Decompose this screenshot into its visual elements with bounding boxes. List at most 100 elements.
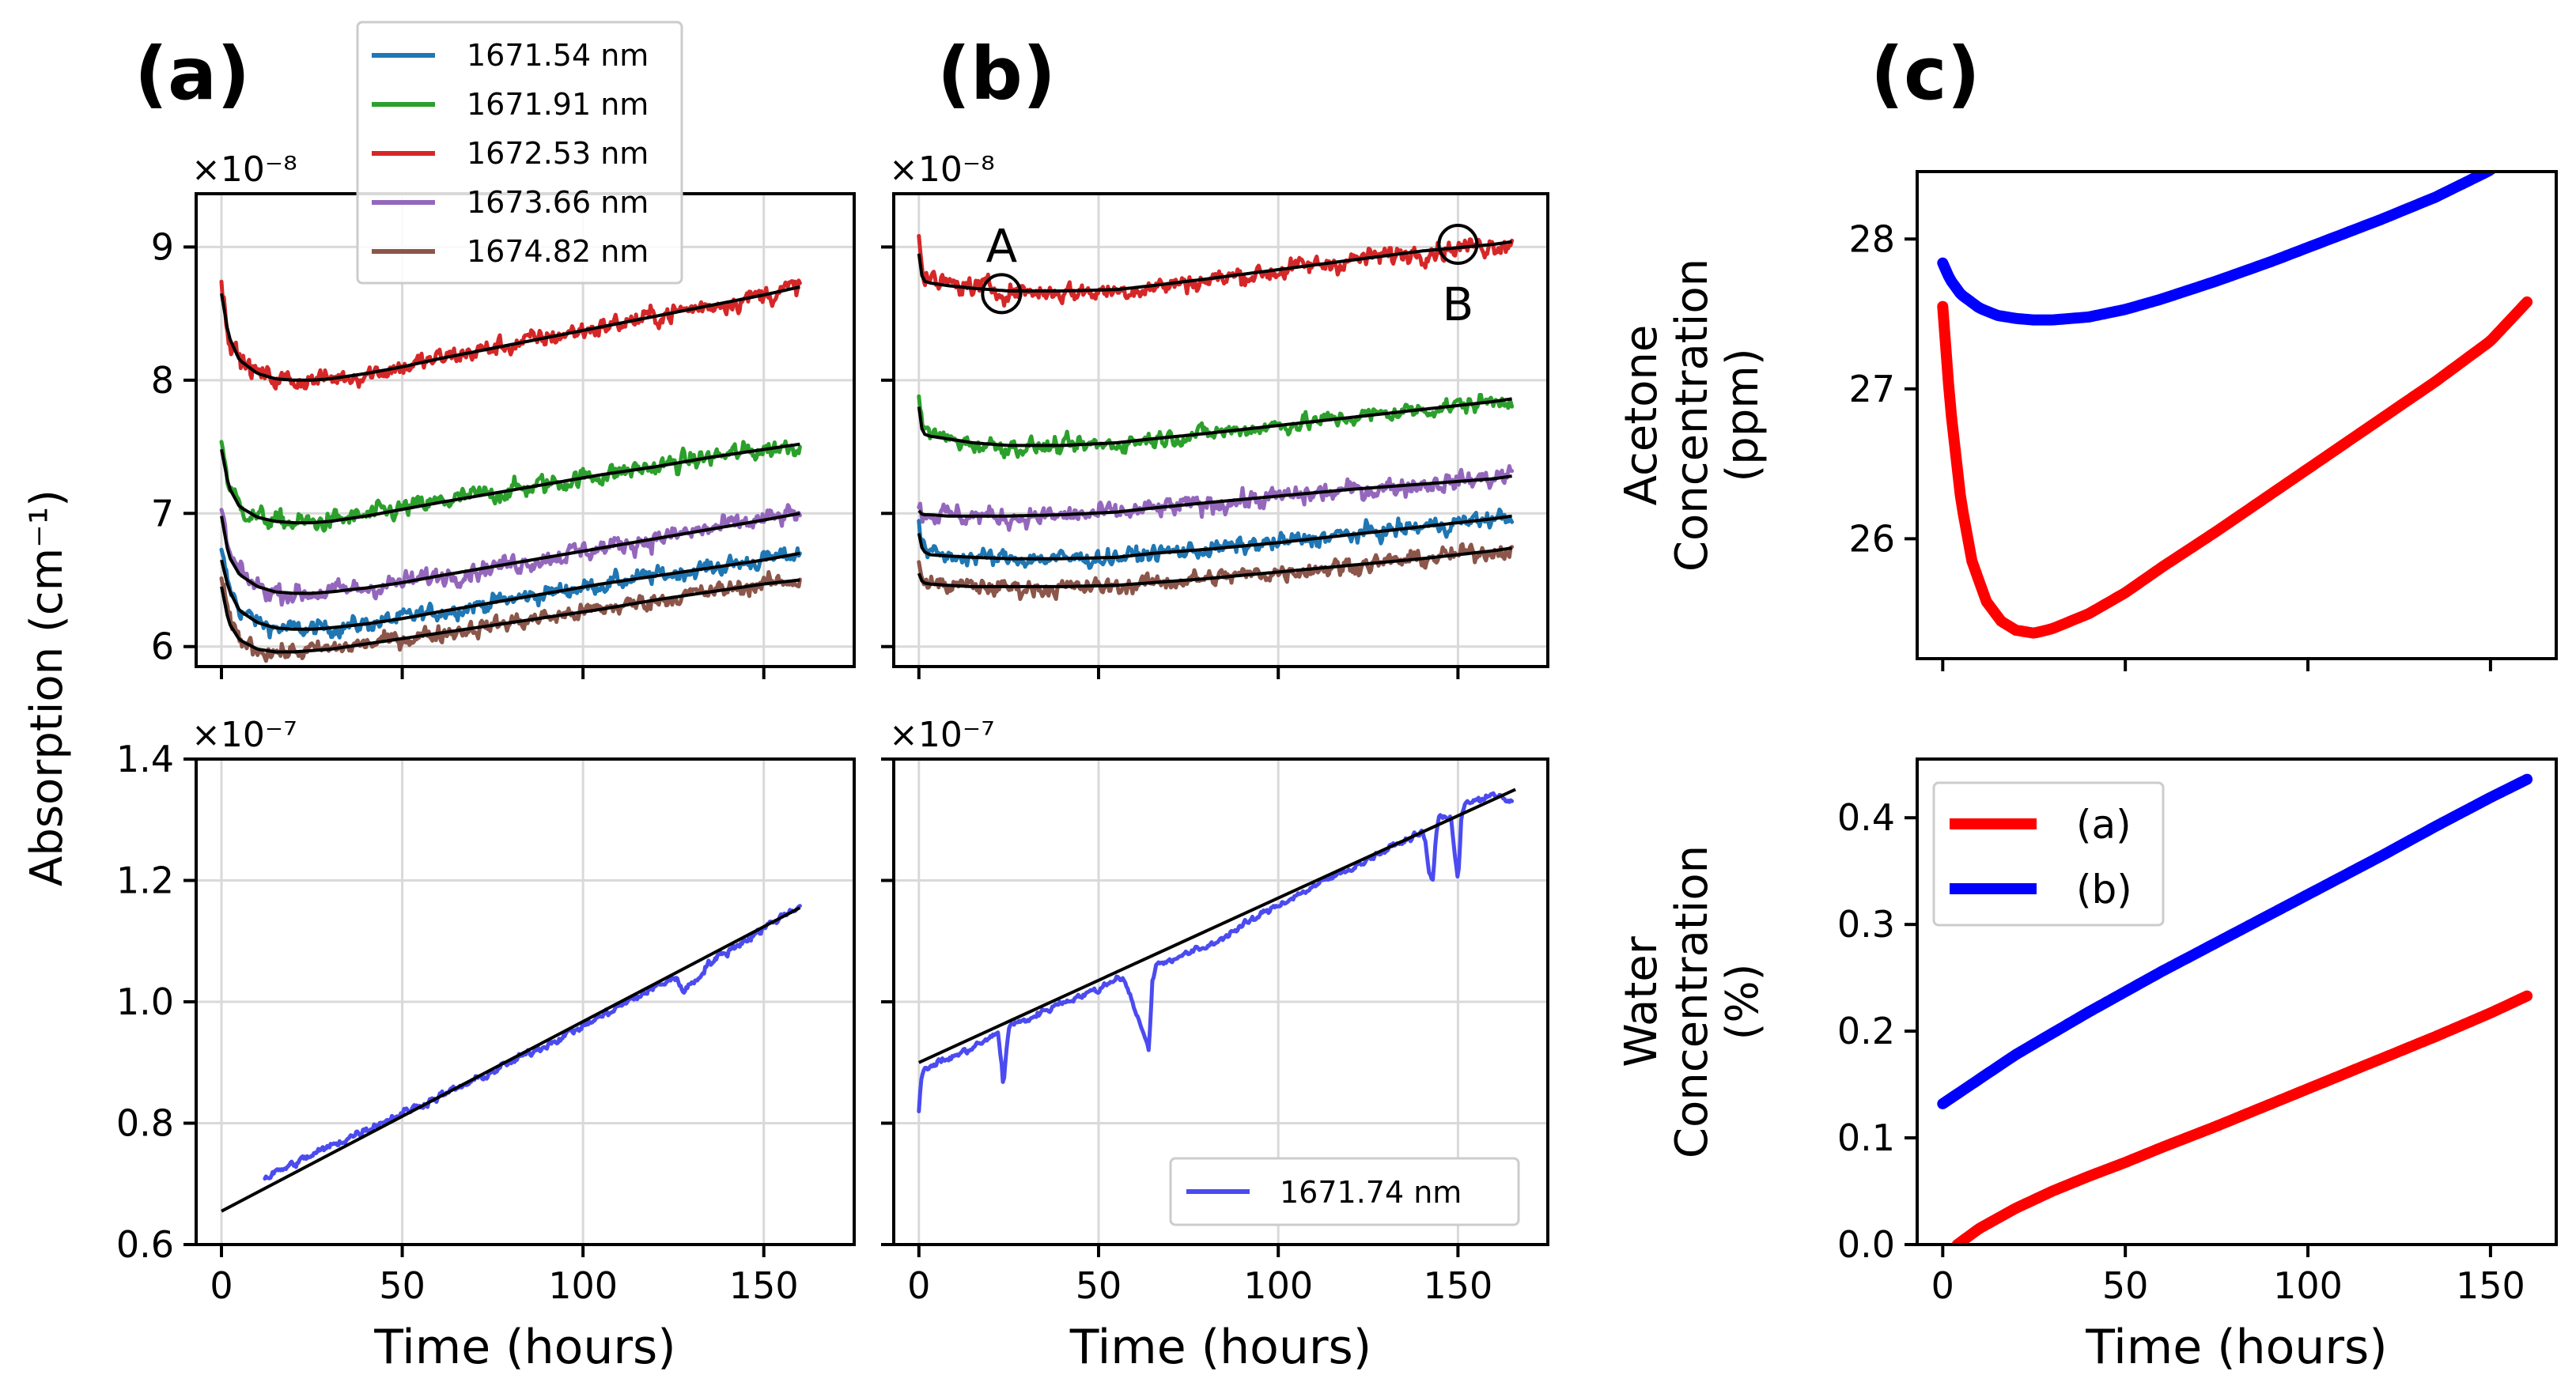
y-axis-label-line: (ppm) — [1717, 348, 1768, 482]
fit-line — [917, 397, 1512, 448]
y-tick-label: 1.0 — [116, 980, 174, 1023]
y-tick-label: 6 — [151, 625, 174, 668]
series-line--a- — [1937, 296, 2533, 639]
fit-line — [220, 442, 800, 525]
fit-line — [917, 474, 1512, 518]
y-tick-label: 8 — [151, 359, 174, 402]
x-tick-label: 50 — [379, 1264, 426, 1307]
chart-c-bottom: 0 50 100 150 0.0 0.1 0.2 0.3 0.4 Time (hours) Wate… — [1616, 757, 2558, 1375]
fit-line — [917, 546, 1512, 588]
plot-area — [1937, 172, 2533, 639]
series-line-1673-66-nm — [219, 503, 802, 607]
legend-box — [356, 21, 683, 285]
y-tick-label: 1.4 — [116, 738, 174, 780]
series-line--b- — [1937, 172, 2497, 326]
chart-a-top: 6 7 8 9 ×10⁻⁸ 1671.54 nm 1671.91 nm 1672.53 nm 1… — [151, 21, 856, 679]
legend-label: (a) — [2076, 802, 2132, 848]
y-tick-label: 0.2 — [1837, 1010, 1895, 1052]
annotation-label: B — [1443, 278, 1474, 331]
y-axis-label-line: Water — [1616, 935, 1667, 1067]
x-tick-label: 0 — [210, 1264, 233, 1307]
chart-b-top: A B ×10⁻⁸ — [881, 149, 1549, 679]
chart-a-bottom: 0 50 100 150 0.6 0.8 1.0 1.2 1.4 ×10⁻⁷ Time (hours… — [116, 715, 856, 1375]
x-tick-label: 100 — [2273, 1264, 2343, 1307]
y-tick-label: 0.3 — [1837, 903, 1895, 946]
x-axis-label: Time (hours) — [2085, 1320, 2387, 1375]
y-tick-label: 0.1 — [1837, 1116, 1895, 1159]
x-tick-label: 150 — [2456, 1264, 2525, 1307]
series-line-1671-91-nm — [219, 439, 802, 533]
series-line-1671-74-nm — [917, 791, 1515, 1113]
series-line-1671-91-nm — [917, 393, 1515, 459]
x-axis-label: Time (hours) — [373, 1320, 675, 1375]
y-axis-label-line: Acetone — [1616, 325, 1667, 506]
series-line--a- — [1951, 990, 2533, 1245]
legend-label: (b) — [2076, 867, 2132, 912]
fit-line — [917, 788, 1516, 1064]
y-tick-label: 0.0 — [1837, 1223, 1895, 1266]
x-tick-label: 150 — [729, 1264, 799, 1307]
series-line--b- — [1937, 773, 2533, 1109]
fit-line — [220, 551, 800, 631]
legend-label: 1671.54 nm — [467, 38, 649, 73]
y-tick-label: 0.4 — [1837, 796, 1895, 839]
x-tick-label: 0 — [907, 1264, 930, 1307]
panel-label-a: (a) — [134, 32, 250, 116]
y-tick-label: 26 — [1848, 517, 1895, 560]
fit-line — [221, 906, 801, 1213]
y-tick-label: 0.8 — [116, 1102, 174, 1145]
axes-frame — [892, 192, 1549, 668]
y-tick-label: 0.6 — [116, 1223, 174, 1266]
series-line-1671-74-nm — [263, 904, 802, 1181]
fit-line — [220, 512, 800, 595]
y-tick-label: 27 — [1848, 368, 1895, 410]
x-tick-label: 50 — [2102, 1264, 2149, 1307]
legend-label: 1671.91 nm — [467, 87, 649, 122]
y-tick-label: 7 — [151, 492, 174, 535]
plot-area — [221, 904, 802, 1213]
legend-label: 1672.53 nm — [467, 136, 649, 171]
plot-area — [219, 278, 802, 663]
annotation-circle — [1437, 224, 1479, 266]
x-tick-label: 100 — [548, 1264, 618, 1307]
annotation-label: A — [985, 219, 1017, 273]
series-line-1672-53-nm — [219, 278, 802, 391]
fit-line — [220, 578, 800, 654]
axis-multiplier: ×10⁻⁸ — [191, 149, 297, 190]
panel-label-b: (b) — [937, 32, 1056, 116]
y-tick-label: 1.2 — [116, 859, 174, 902]
legend-box — [1169, 1157, 1520, 1226]
x-tick-label: 50 — [1076, 1264, 1122, 1307]
x-tick-label: 100 — [1243, 1264, 1313, 1307]
fit-line — [917, 240, 1512, 293]
y-axis-label-line: Concentration — [1666, 845, 1718, 1158]
y-axis-label-line: Concentration — [1666, 259, 1718, 572]
legend-label: 1673.66 nm — [467, 185, 649, 220]
x-tick-label: 0 — [1931, 1264, 1954, 1307]
legend-label: 1674.82 nm — [467, 234, 649, 269]
series-line-1673-66-nm — [917, 464, 1515, 532]
y-tick-label: 9 — [151, 225, 174, 268]
chart-b-bottom: 0 50 100 150 ×10⁻⁷ Time (hours) 1671.74 nm — [881, 715, 1549, 1375]
plot-area — [917, 233, 1515, 602]
axes-frame — [1916, 170, 2558, 660]
fit-line — [917, 514, 1512, 561]
plot-area — [1937, 773, 2533, 1245]
axes-frame — [1916, 757, 2558, 1246]
y-tick-label: 28 — [1848, 217, 1895, 260]
plot-area — [917, 788, 1516, 1113]
axis-multiplier: ×10⁻⁷ — [191, 715, 297, 755]
panel-label-c: (c) — [1871, 32, 1980, 116]
axis-multiplier: ×10⁻⁸ — [889, 149, 995, 190]
series-line-1674-82-nm — [917, 542, 1515, 602]
x-tick-label: 150 — [1423, 1264, 1492, 1307]
y-axis-label-line: (%) — [1717, 964, 1768, 1041]
absorption-ylabel: Absorption (cm⁻¹) — [21, 489, 73, 886]
axis-multiplier: ×10⁻⁷ — [889, 715, 995, 755]
fit-line — [220, 285, 800, 382]
legend-label: 1671.74 nm — [1280, 1175, 1462, 1210]
annotation-circle — [981, 273, 1023, 315]
x-axis-label: Time (hours) — [1069, 1320, 1371, 1375]
chart-c-top: 26 27 28 Acetone Concentration (ppm) — [1616, 170, 2558, 671]
